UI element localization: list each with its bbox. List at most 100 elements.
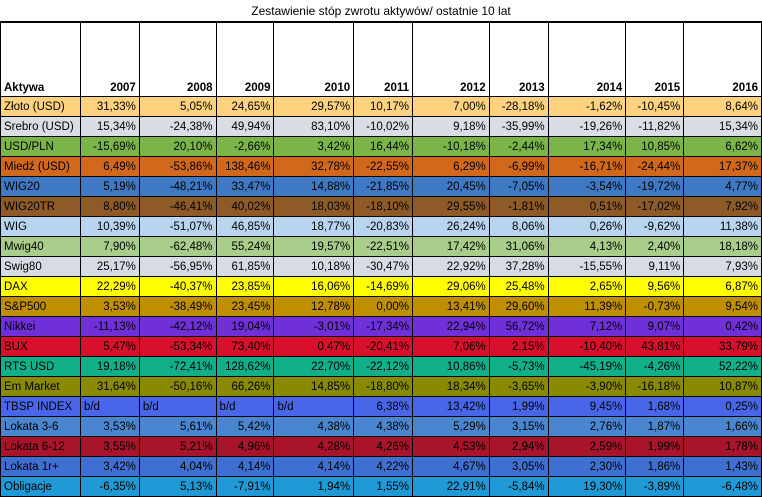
header-cell-year[interactable]: 2011 bbox=[353, 22, 414, 97]
return-cell[interactable]: 9,56% bbox=[625, 276, 685, 297]
asset-name-cell[interactable]: Lokata 6-12 bbox=[0, 436, 81, 457]
return-cell[interactable]: 6,62% bbox=[683, 136, 762, 157]
return-cell[interactable]: 73,40% bbox=[215, 336, 275, 357]
return-cell[interactable]: 3,55% bbox=[79, 436, 140, 457]
return-cell[interactable]: 1,86% bbox=[625, 456, 685, 477]
return-cell[interactable]: b/d bbox=[273, 396, 355, 417]
return-cell[interactable]: -50,16% bbox=[138, 376, 217, 397]
return-cell[interactable]: 0,42% bbox=[683, 316, 762, 337]
return-cell[interactable]: 6,38% bbox=[353, 396, 414, 417]
return-cell[interactable]: -16,71% bbox=[547, 156, 627, 177]
return-cell[interactable]: -1,81% bbox=[488, 196, 549, 217]
asset-name-cell[interactable]: DAX bbox=[0, 276, 81, 297]
return-cell[interactable]: 16,44% bbox=[353, 136, 414, 157]
return-cell[interactable]: -51,07% bbox=[138, 216, 217, 237]
return-cell[interactable]: -10,45% bbox=[625, 96, 685, 117]
asset-name-cell[interactable]: S&P500 bbox=[0, 296, 81, 317]
asset-name-cell[interactable]: Srebro (USD) bbox=[0, 116, 81, 137]
return-cell[interactable]: 17,37% bbox=[683, 156, 762, 177]
return-cell[interactable]: 5,21% bbox=[138, 436, 217, 457]
return-cell[interactable]: -56,95% bbox=[138, 256, 217, 277]
return-cell[interactable]: 138,46% bbox=[215, 156, 275, 177]
return-cell[interactable]: 9,18% bbox=[412, 116, 490, 137]
return-cell[interactable]: 2,59% bbox=[547, 436, 627, 457]
asset-name-cell[interactable]: TBSP INDEX bbox=[0, 396, 81, 417]
return-cell[interactable]: -21,85% bbox=[353, 176, 414, 197]
return-cell[interactable]: -24,38% bbox=[138, 116, 217, 137]
return-cell[interactable]: 4,38% bbox=[353, 416, 414, 437]
asset-name-cell[interactable]: Swig80 bbox=[0, 256, 81, 277]
return-cell[interactable]: -18,80% bbox=[353, 376, 414, 397]
return-cell[interactable]: -20,41% bbox=[353, 336, 414, 357]
return-cell[interactable]: 52,22% bbox=[683, 356, 762, 377]
return-cell[interactable]: 4,13% bbox=[547, 236, 627, 257]
return-cell[interactable]: 33,79% bbox=[683, 336, 762, 357]
return-cell[interactable]: -19,26% bbox=[547, 116, 627, 137]
return-cell[interactable]: 22,29% bbox=[79, 276, 140, 297]
return-cell[interactable]: 37,28% bbox=[488, 256, 549, 277]
return-cell[interactable]: 12,78% bbox=[273, 296, 355, 317]
header-cell-year[interactable]: 2015 bbox=[625, 22, 685, 97]
return-cell[interactable]: 8,64% bbox=[683, 96, 762, 117]
return-cell[interactable]: -2,66% bbox=[215, 136, 275, 157]
return-cell[interactable]: 4,28% bbox=[273, 436, 355, 457]
return-cell[interactable]: 8,06% bbox=[488, 216, 549, 237]
return-cell[interactable]: 16,06% bbox=[273, 276, 355, 297]
return-cell[interactable]: 26,24% bbox=[412, 216, 490, 237]
return-cell[interactable]: 128,62% bbox=[215, 356, 275, 377]
return-cell[interactable]: 5,13% bbox=[138, 476, 217, 497]
return-cell[interactable]: -11,13% bbox=[79, 316, 140, 337]
return-cell[interactable]: -0,73% bbox=[625, 296, 685, 317]
return-cell[interactable]: 1,99% bbox=[488, 396, 549, 417]
return-cell[interactable]: 5,61% bbox=[138, 416, 217, 437]
return-cell[interactable]: -22,12% bbox=[353, 356, 414, 377]
return-cell[interactable]: -17,34% bbox=[353, 316, 414, 337]
asset-name-cell[interactable]: RTS USD bbox=[0, 356, 81, 377]
return-cell[interactable]: 40,02% bbox=[215, 196, 275, 217]
return-cell[interactable]: 11,39% bbox=[547, 296, 627, 317]
return-cell[interactable]: -45,19% bbox=[547, 356, 627, 377]
return-cell[interactable]: 10,39% bbox=[79, 216, 140, 237]
return-cell[interactable]: 7,93% bbox=[683, 256, 762, 277]
return-cell[interactable]: -2,44% bbox=[488, 136, 549, 157]
return-cell[interactable]: -38,49% bbox=[138, 296, 217, 317]
return-cell[interactable]: -11,82% bbox=[625, 116, 685, 137]
return-cell[interactable]: b/d bbox=[79, 396, 140, 417]
return-cell[interactable]: 19,18% bbox=[79, 356, 140, 377]
asset-name-cell[interactable]: Obligacje bbox=[0, 476, 81, 497]
return-cell[interactable]: 31,06% bbox=[488, 236, 549, 257]
return-cell[interactable]: -20,83% bbox=[353, 216, 414, 237]
return-cell[interactable]: 22,91% bbox=[412, 476, 490, 497]
return-cell[interactable]: -40,37% bbox=[138, 276, 217, 297]
return-cell[interactable]: 23,85% bbox=[215, 276, 275, 297]
return-cell[interactable]: -17,02% bbox=[625, 196, 685, 217]
return-cell[interactable]: -46,41% bbox=[138, 196, 217, 217]
header-cell-year[interactable]: 2008 bbox=[138, 22, 217, 97]
return-cell[interactable]: -28,18% bbox=[488, 96, 549, 117]
return-cell[interactable]: 66,26% bbox=[215, 376, 275, 397]
return-cell[interactable]: 5,29% bbox=[412, 416, 490, 437]
return-cell[interactable]: 2,30% bbox=[547, 456, 627, 477]
return-cell[interactable]: 1,99% bbox=[625, 436, 685, 457]
return-cell[interactable]: 61,85% bbox=[215, 256, 275, 277]
return-cell[interactable]: 7,00% bbox=[412, 96, 490, 117]
return-cell[interactable]: 4,67% bbox=[412, 456, 490, 477]
return-cell[interactable]: 14,85% bbox=[273, 376, 355, 397]
return-cell[interactable]: -6,99% bbox=[488, 156, 549, 177]
return-cell[interactable]: 1,55% bbox=[353, 476, 414, 497]
return-cell[interactable]: 0,51% bbox=[547, 196, 627, 217]
return-cell[interactable]: 7,92% bbox=[683, 196, 762, 217]
return-cell[interactable]: 4,53% bbox=[412, 436, 490, 457]
return-cell[interactable]: 55,24% bbox=[215, 236, 275, 257]
return-cell[interactable]: 18,03% bbox=[273, 196, 355, 217]
return-cell[interactable]: 29,57% bbox=[273, 96, 355, 117]
asset-name-cell[interactable]: WIG bbox=[0, 216, 81, 237]
return-cell[interactable]: 33,47% bbox=[215, 176, 275, 197]
return-cell[interactable]: 31,33% bbox=[79, 96, 140, 117]
return-cell[interactable]: 4,22% bbox=[353, 456, 414, 477]
return-cell[interactable]: 3,05% bbox=[488, 456, 549, 477]
return-cell[interactable]: 13,42% bbox=[412, 396, 490, 417]
return-cell[interactable]: -35,99% bbox=[488, 116, 549, 137]
return-cell[interactable]: 0,26% bbox=[547, 216, 627, 237]
return-cell[interactable]: 17,34% bbox=[547, 136, 627, 157]
